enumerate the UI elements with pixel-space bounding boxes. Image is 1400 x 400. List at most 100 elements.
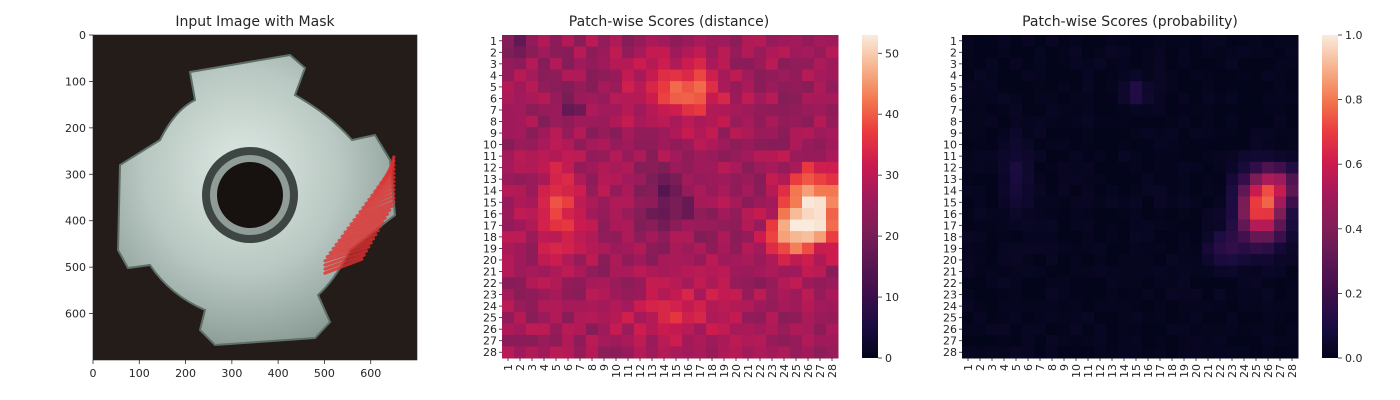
heatmap-cell	[1142, 196, 1155, 209]
heatmap-cell	[526, 231, 539, 244]
heatmap-cell	[682, 92, 695, 105]
heatmap-cell	[1022, 173, 1035, 186]
heatmap-cell	[1022, 35, 1035, 48]
col-label: 16	[1142, 364, 1155, 378]
heatmap-cell	[1190, 288, 1203, 301]
heatmap-cell	[658, 46, 671, 59]
heatmap-cell	[1166, 35, 1179, 48]
heatmap-cell	[586, 334, 599, 347]
heatmap-cell	[962, 242, 975, 255]
heatmap-cell	[694, 104, 707, 117]
heatmap-cell	[538, 92, 551, 105]
heatmap-cell	[550, 161, 563, 174]
heatmap-cell	[658, 69, 671, 82]
heatmap-cell	[562, 196, 575, 209]
heatmap-cell	[962, 231, 975, 244]
heatmap-cell	[802, 127, 815, 140]
heatmap-cell	[1250, 150, 1263, 163]
heatmap-cell	[1178, 104, 1191, 117]
heatmap-cell	[550, 242, 563, 255]
heatmap-cell	[814, 161, 827, 174]
heatmap-cell	[1262, 219, 1275, 232]
heatmap-cell	[1046, 46, 1059, 59]
heatmap-cell	[646, 161, 659, 174]
heatmap-cell	[1202, 138, 1215, 151]
heatmap-cell	[1118, 254, 1131, 267]
heatmap-cell	[610, 196, 623, 209]
heatmap-cell	[1058, 127, 1071, 140]
heatmap-cell	[586, 150, 599, 163]
heatmap-cell	[682, 231, 695, 244]
heatmap-cell	[1106, 219, 1119, 232]
mask-stroke	[352, 204, 394, 222]
heatmap-cell	[1286, 161, 1299, 174]
heatmap-cell	[742, 81, 755, 94]
heatmap-cell	[1178, 138, 1191, 151]
heatmap-cell	[986, 81, 999, 94]
heatmap-cell	[1226, 277, 1239, 290]
heatmap-cell	[1250, 81, 1263, 94]
heatmap-cell	[502, 35, 515, 48]
heatmap-cell	[1022, 311, 1035, 324]
heatmap-cell	[1094, 127, 1107, 140]
heatmap-cell	[1286, 242, 1299, 255]
heatmap-cell	[778, 92, 791, 105]
heatmap-cell	[1274, 127, 1287, 140]
heatmap-cell	[754, 265, 767, 278]
heatmap-cell	[1286, 115, 1299, 128]
heatmap-cell	[1178, 81, 1191, 94]
heatmap-cell	[1010, 288, 1023, 301]
heatmap-cell	[742, 115, 755, 128]
heatmap-cell	[526, 35, 539, 48]
heatmap-cell	[610, 81, 623, 94]
heatmap-cell	[586, 127, 599, 140]
heatmap-cell	[658, 127, 671, 140]
heatmap-cell	[682, 265, 695, 278]
heatmap-cell	[962, 104, 975, 117]
heatmap-cell	[1286, 323, 1299, 336]
heatmap-cell	[1190, 46, 1203, 59]
mask-stroke	[358, 196, 396, 214]
heatmap-cell	[694, 219, 707, 232]
heatmap-cell	[1154, 161, 1167, 174]
heatmap-cell	[658, 161, 671, 174]
heatmap-cell	[1010, 138, 1023, 151]
heatmap-cell	[730, 35, 743, 48]
heatmap-cell	[694, 311, 707, 324]
heatmap-cell	[778, 161, 791, 174]
heatmap-cell	[574, 115, 587, 128]
heatmap-cell	[1118, 288, 1131, 301]
heatmap-cell	[1010, 346, 1023, 359]
heatmap-cell	[998, 69, 1011, 82]
heatmap-cell	[622, 208, 635, 221]
heatmap-cell	[754, 161, 767, 174]
col-label: 3	[986, 364, 999, 371]
heatmap-cell	[974, 346, 987, 359]
heatmap-cell	[1070, 173, 1083, 186]
heatmap-cell	[694, 81, 707, 94]
heatmap-cell	[1202, 231, 1215, 244]
heatmap-cell	[814, 311, 827, 324]
heatmap-cell	[718, 173, 731, 186]
heatmap-cell	[646, 115, 659, 128]
heatmap-cell	[1178, 254, 1191, 267]
y-tick-label: 200	[65, 122, 86, 135]
heatmap-cell	[1010, 115, 1023, 128]
heatmap-cell	[706, 69, 719, 82]
heatmap-cell	[766, 35, 779, 48]
row-label: 24	[943, 300, 957, 313]
heatmap-cell	[742, 127, 755, 140]
heatmap-cell	[526, 300, 539, 313]
heatmap-cell	[1118, 173, 1131, 186]
heatmap-cell	[574, 323, 587, 336]
heatmap-cell	[1142, 127, 1155, 140]
colorbar-tick-label: 40	[885, 108, 899, 121]
heatmap-cell	[598, 219, 611, 232]
heatmap-cell	[1226, 196, 1239, 209]
heatmap-cell	[1214, 323, 1227, 336]
heatmap-cell	[802, 104, 815, 117]
heatmap-cell	[1274, 173, 1287, 186]
heatmap-cell	[1058, 173, 1071, 186]
row-label: 26	[483, 323, 497, 336]
heatmap-cell	[646, 254, 659, 267]
